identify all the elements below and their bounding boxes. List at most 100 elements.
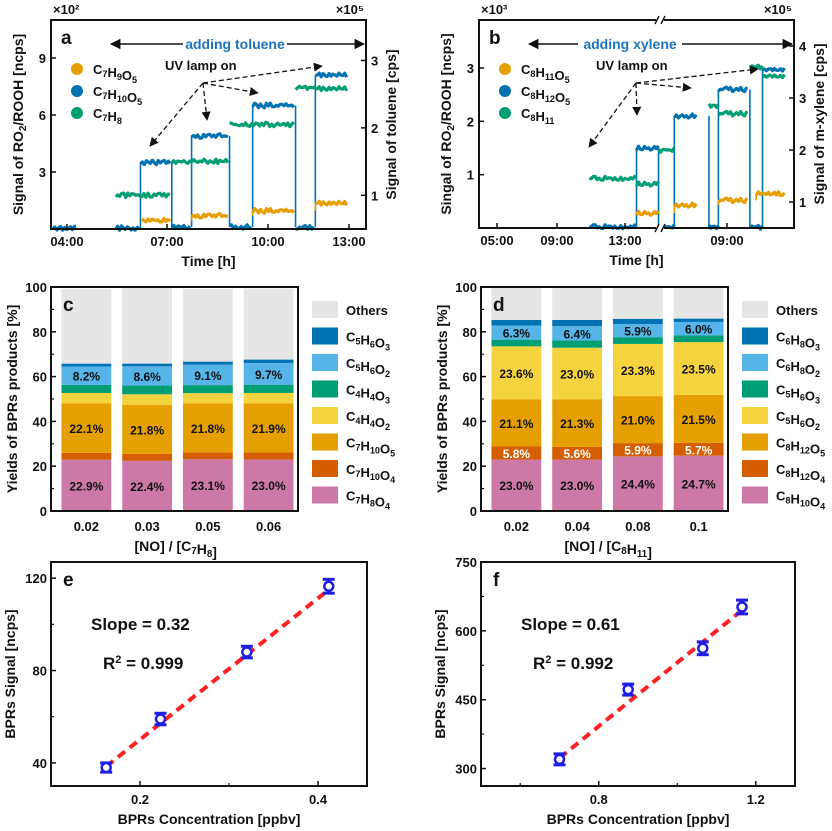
bar-segment-c7h10o5 [182, 403, 233, 453]
legend-label: C4H4O2 [346, 409, 390, 432]
bar-segment-c7h10o4 [243, 452, 294, 460]
series-c8h11-segment [588, 174, 637, 182]
data-point [154, 713, 167, 725]
y-tick-label: 60 [33, 370, 47, 385]
x-tick-label: 0.02 [74, 519, 99, 534]
bar-data-label: 23.1% [191, 479, 225, 493]
bar-segment-c4h4o3 [243, 384, 294, 393]
uv-lamp-arrow [149, 82, 204, 147]
series-c7h8-segment [170, 157, 230, 166]
x-tick-label: 0.02 [504, 519, 529, 534]
x-tick-label: 0.04 [564, 519, 590, 534]
legend-swatch [742, 460, 768, 477]
y-axis-title: Signal of RO2/ROOH [ncps] [10, 34, 29, 215]
y-right-tick-label: 3 [371, 53, 378, 68]
bar-data-label: 8.2% [73, 370, 101, 384]
bar-segment-c6h8o2 [673, 321, 724, 336]
y-tick-label: 0 [470, 504, 477, 519]
bar-data-label: 21.0% [621, 414, 655, 428]
bar-segment-c4h4o3 [61, 384, 112, 393]
plot-frame [478, 19, 795, 229]
bar-segment-c6h8o2 [552, 326, 603, 341]
bar-segment-c6h8o3 [491, 319, 542, 326]
y-tick-label: 40 [33, 756, 47, 771]
panel-label: a [61, 28, 72, 49]
bar-data-label: 21.8% [191, 422, 225, 436]
series-c8h12o5-segment [635, 144, 660, 152]
bar-segment-c8h12o5 [673, 394, 724, 443]
axis-break-mark [660, 223, 666, 233]
x-axis-title: [NO] / [C7H8] [135, 538, 217, 560]
series-c7h10o5-segment [139, 158, 172, 167]
y-tick-label: 20 [33, 459, 47, 474]
series-c7h10o5-segment [114, 224, 140, 232]
y-right-tick-label: 2 [371, 121, 378, 136]
bar-segment-c5h6o2 [61, 366, 112, 385]
y-tick-label: 450 [455, 693, 477, 708]
bar-segment-c8h10o4 [552, 459, 603, 511]
legend-label: C4H4O3 [346, 383, 390, 406]
legend-marker [499, 63, 511, 75]
bar-data-label: 23.0% [560, 479, 594, 493]
series-c7h8-segment [294, 84, 317, 91]
bar-segment-c5h6o2 [122, 366, 173, 386]
bar-segment-others [182, 289, 233, 362]
legend-label: C7H8 [93, 106, 122, 126]
bar-segment-c5h6o3 [243, 359, 294, 363]
series-c8h11-segment [657, 146, 676, 154]
legend-label: C7H8O4 [346, 489, 391, 512]
x-tick-label: 09:00 [540, 233, 573, 248]
series-c7h9o5-segment [315, 199, 349, 207]
x-tick-label: 1.2 [747, 792, 765, 807]
bar-data-label: 22.4% [130, 480, 164, 494]
series-c7h8-segment [229, 120, 296, 129]
y-axis-title: Yields of BPRs products [%] [4, 305, 20, 494]
bar-data-label: 23.5% [682, 362, 716, 376]
bar-segment-c8h12o5 [552, 399, 603, 447]
legend-label: C8H12O5 [521, 84, 570, 107]
annotation-uv-lamp: UV lamp on [165, 58, 237, 73]
y-tick-label: 750 [455, 555, 477, 570]
bar-data-label: 23.0% [499, 479, 533, 493]
panel-label: d [493, 295, 505, 316]
bar-segment-others [243, 288, 294, 360]
legend-label: C8H11 [521, 106, 554, 126]
y-tick-label: 80 [33, 664, 47, 679]
bar-segment-c7h8o4 [61, 459, 112, 511]
bar-segment-c8h12o5 [612, 396, 663, 444]
legend-swatch [312, 486, 338, 504]
uv-lamp-arrow [201, 82, 211, 121]
series-c7h10o5-segment [315, 71, 349, 79]
x-axis-title: BPRs Concentration [ppbv] [118, 811, 301, 827]
legend-label: C7H9O5 [93, 62, 137, 85]
bar-segment-c5h6o3 [612, 337, 663, 344]
legend-label: C8H12O5 [776, 436, 825, 459]
bar-segment-c5h6o3 [673, 335, 724, 343]
bar-segment-c5h6o2 [612, 343, 663, 397]
y-tick-label: 300 [455, 762, 477, 777]
legend-swatch [312, 327, 338, 345]
bar-segment-c7h10o5 [243, 403, 294, 453]
x-tick-label: 07:00 [150, 234, 183, 249]
legend-label: C5H6O2 [346, 356, 390, 379]
bar-segment-others [61, 289, 112, 364]
fit-line [104, 588, 330, 768]
panel-label: c [63, 295, 74, 316]
legend-label: Others [346, 303, 388, 318]
y-axis-title: Singal of RO2/ROOH [ncps] [438, 33, 457, 214]
bar-segment-c8h10o4 [612, 456, 663, 511]
series-c7h10o5-segment [190, 132, 229, 140]
bar-segment-c6h8o3 [673, 318, 724, 322]
x-tick-label: 0.03 [134, 519, 159, 534]
series-c8h12o5-segment [749, 223, 764, 231]
series-c7h8-segment [315, 85, 349, 92]
data-point [322, 580, 335, 592]
bar-segment-c4h4o2 [182, 393, 233, 404]
bar-segment-c6h8o3 [612, 318, 663, 324]
bar-data-label: 5.9% [624, 444, 652, 458]
y-tick-label: 40 [463, 414, 477, 429]
bar-segment-others [673, 287, 724, 319]
r-squared-annotation: R2 = 0.999 [103, 654, 183, 673]
